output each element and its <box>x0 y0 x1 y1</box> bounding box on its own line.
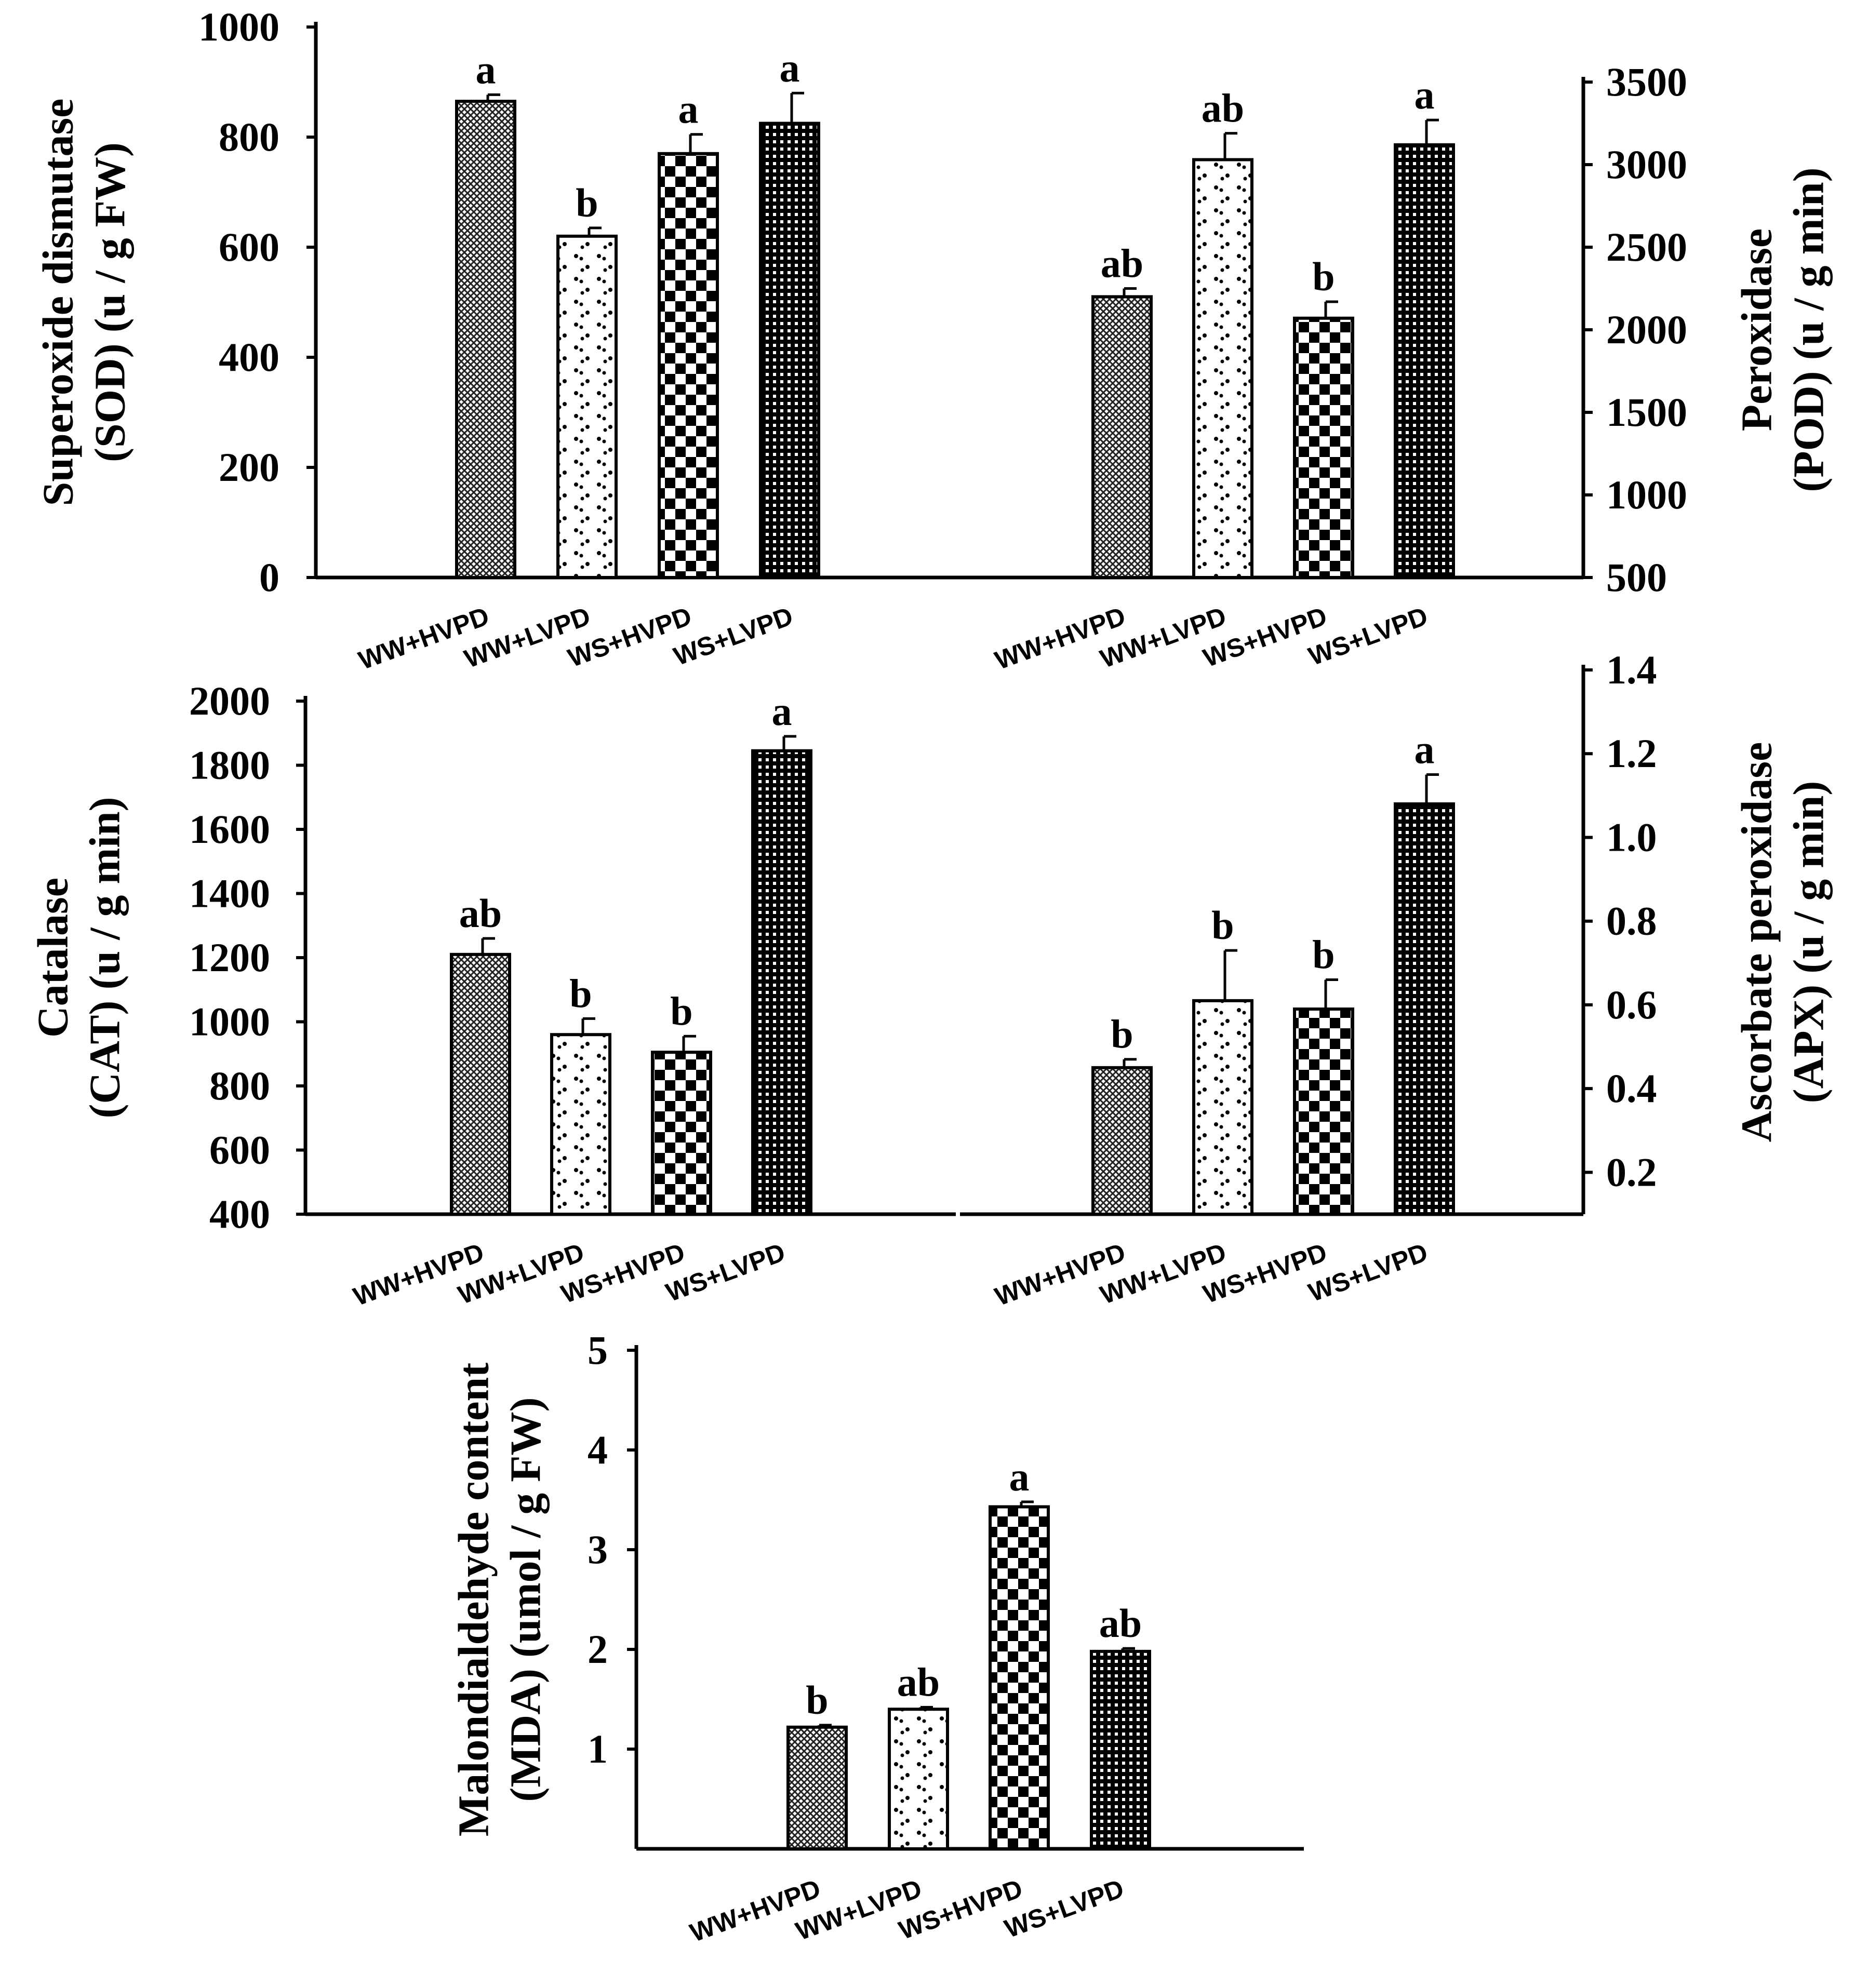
cat-y-tick-label: 400 <box>209 1191 270 1237</box>
pod-bar-ww-lvpd <box>1192 158 1253 579</box>
sod-bar-ws-lvpd <box>759 122 820 579</box>
apx-y-tick-label: 1.0 <box>1606 814 1657 859</box>
chart-apx: 0.2 0.4 0.6 0.8 1.0 1.2 1.4 Ascorbate peroxidas… <box>960 647 1833 1311</box>
cat-significance-label: ab <box>459 891 502 936</box>
mda-y-axis-title: (MDA) (umol / g FW) <box>501 1397 550 1802</box>
mda-bar-ww-hvpd <box>786 1725 848 1851</box>
cat-y-tick-label: 600 <box>209 1127 270 1173</box>
sod-y-tick-label: 600 <box>219 224 279 270</box>
apx-y-tick-label: 1.4 <box>1606 647 1657 692</box>
sod-y-axis-title: Superoxide dismutase <box>34 99 82 506</box>
pod-y-tick-label: 1500 <box>1606 389 1687 435</box>
mda-y-tick-label: 3 <box>588 1527 608 1572</box>
mda-bar-ws-hvpd <box>989 1505 1050 1850</box>
sod-bar-ww-hvpd <box>455 100 516 580</box>
pod-y-tick-label: 1000 <box>1606 472 1687 517</box>
apx-y-tick-label: 1.2 <box>1606 731 1657 776</box>
pod-y-axis-title: Peroxidase <box>1732 229 1781 431</box>
cat-y-tick-label: 1600 <box>189 807 270 852</box>
pod-significance-label: b <box>1312 254 1335 299</box>
mda-y-tick-label: 4 <box>588 1427 608 1472</box>
apx-significance-label: b <box>1211 903 1234 948</box>
mda-y-tick-label: 2 <box>588 1627 608 1672</box>
mda-significance-label: b <box>806 1677 828 1723</box>
pod-y-tick-label: 3000 <box>1606 142 1687 187</box>
pod-y-tick-label: 2000 <box>1606 307 1687 352</box>
cat-y-axis-title: (CAT) (u / g min) <box>81 797 129 1118</box>
sod-significance-label: a <box>476 47 496 92</box>
cat-bar-ww-hvpd <box>450 952 511 1216</box>
apx-bar-ww-hvpd <box>1091 1066 1153 1216</box>
pod-y-tick-label: 500 <box>1606 555 1667 600</box>
mda-y-tick-label: 1 <box>588 1726 608 1771</box>
mda-significance-label: ab <box>897 1659 940 1704</box>
sod-y-tick-label: 400 <box>219 334 279 380</box>
cat-significance-label: a <box>772 689 792 734</box>
pod-significance-label: a <box>1415 72 1435 117</box>
sod-bar-ws-hvpd <box>658 152 719 579</box>
mda-bar-ww-lvpd <box>888 1708 949 1850</box>
sod-significance-label: a <box>678 87 699 132</box>
apx-y-tick-label: 0.6 <box>1606 982 1657 1027</box>
cat-bar-ws-lvpd <box>751 749 812 1216</box>
pod-y-axis-title: (POD) (u / g min) <box>1784 167 1833 492</box>
sod-y-tick-label: 800 <box>219 114 279 159</box>
cat-y-tick-label: 1200 <box>189 935 270 980</box>
chart-cat: 400 600 800 1000 1200 1400 1600 1800 2000 Catalas… <box>29 678 956 1311</box>
sod-y-tick-label: 0 <box>259 555 279 600</box>
chart-mda: 1 2 3 4 5 Malondialdehyde content (MDA) (umol … <box>449 1327 1304 1947</box>
sod-y-tick-label: 200 <box>219 445 279 490</box>
apx-y-axis-title: (APX) (u / g min) <box>1784 781 1833 1104</box>
pod-y-tick-label: 2500 <box>1606 224 1687 270</box>
apx-significance-label: a <box>1415 727 1435 772</box>
apx-significance-label: b <box>1312 932 1335 977</box>
pod-significance-label: ab <box>1101 241 1143 286</box>
apx-y-axis-title: Ascorbate peroxidase <box>1732 742 1781 1143</box>
sod-bar-ww-lvpd <box>556 234 618 579</box>
mda-y-tick-label: 5 <box>588 1327 608 1373</box>
sod-significance-label: b <box>576 180 598 225</box>
cat-y-tick-label: 1400 <box>189 871 270 916</box>
cat-bar-ww-lvpd <box>550 1033 611 1216</box>
pod-y-tick-label: 3500 <box>1606 59 1687 104</box>
cat-y-tick-label: 1800 <box>189 743 270 788</box>
cat-significance-label: b <box>569 971 592 1016</box>
apx-significance-label: b <box>1111 1012 1133 1057</box>
apx-y-tick-label: 0.4 <box>1606 1066 1657 1111</box>
cat-y-tick-label: 1000 <box>189 999 270 1044</box>
chart-sod: 0 200 400 600 800 1000 Superoxide dismutase (SO… <box>34 4 953 675</box>
mda-bar-ws-lvpd <box>1090 1649 1151 1851</box>
apx-y-tick-label: 0.2 <box>1606 1149 1657 1194</box>
pod-bar-ws-lvpd <box>1394 143 1455 579</box>
mda-significance-label: a <box>1009 1454 1030 1499</box>
mda-significance-label: ab <box>1099 1601 1142 1646</box>
cat-y-axis-title: Catalase <box>29 878 77 1038</box>
apx-y-tick-label: 0.8 <box>1606 898 1657 944</box>
pod-significance-label: ab <box>1202 86 1244 131</box>
sod-significance-label: a <box>780 45 800 90</box>
pod-bar-ws-hvpd <box>1293 316 1354 579</box>
cat-bar-ws-hvpd <box>651 1051 712 1216</box>
sod-y-tick-label: 1000 <box>198 4 279 49</box>
chart-pod: 500 1000 1500 2000 2500 3000 3500 Peroxidase (PO… <box>953 59 1833 675</box>
apx-bar-ws-hvpd <box>1293 1007 1354 1216</box>
cat-significance-label: b <box>670 988 692 1033</box>
apx-bar-ws-lvpd <box>1394 802 1455 1216</box>
cat-y-tick-label: 800 <box>209 1063 270 1108</box>
apx-bar-ww-lvpd <box>1192 999 1253 1216</box>
pod-bar-ww-hvpd <box>1091 295 1153 579</box>
mda-y-axis-title: Malondialdehyde content <box>449 1363 498 1836</box>
sod-y-axis-title: (SOD) (u / g FW) <box>86 142 134 462</box>
cat-y-tick-label: 2000 <box>189 678 270 723</box>
